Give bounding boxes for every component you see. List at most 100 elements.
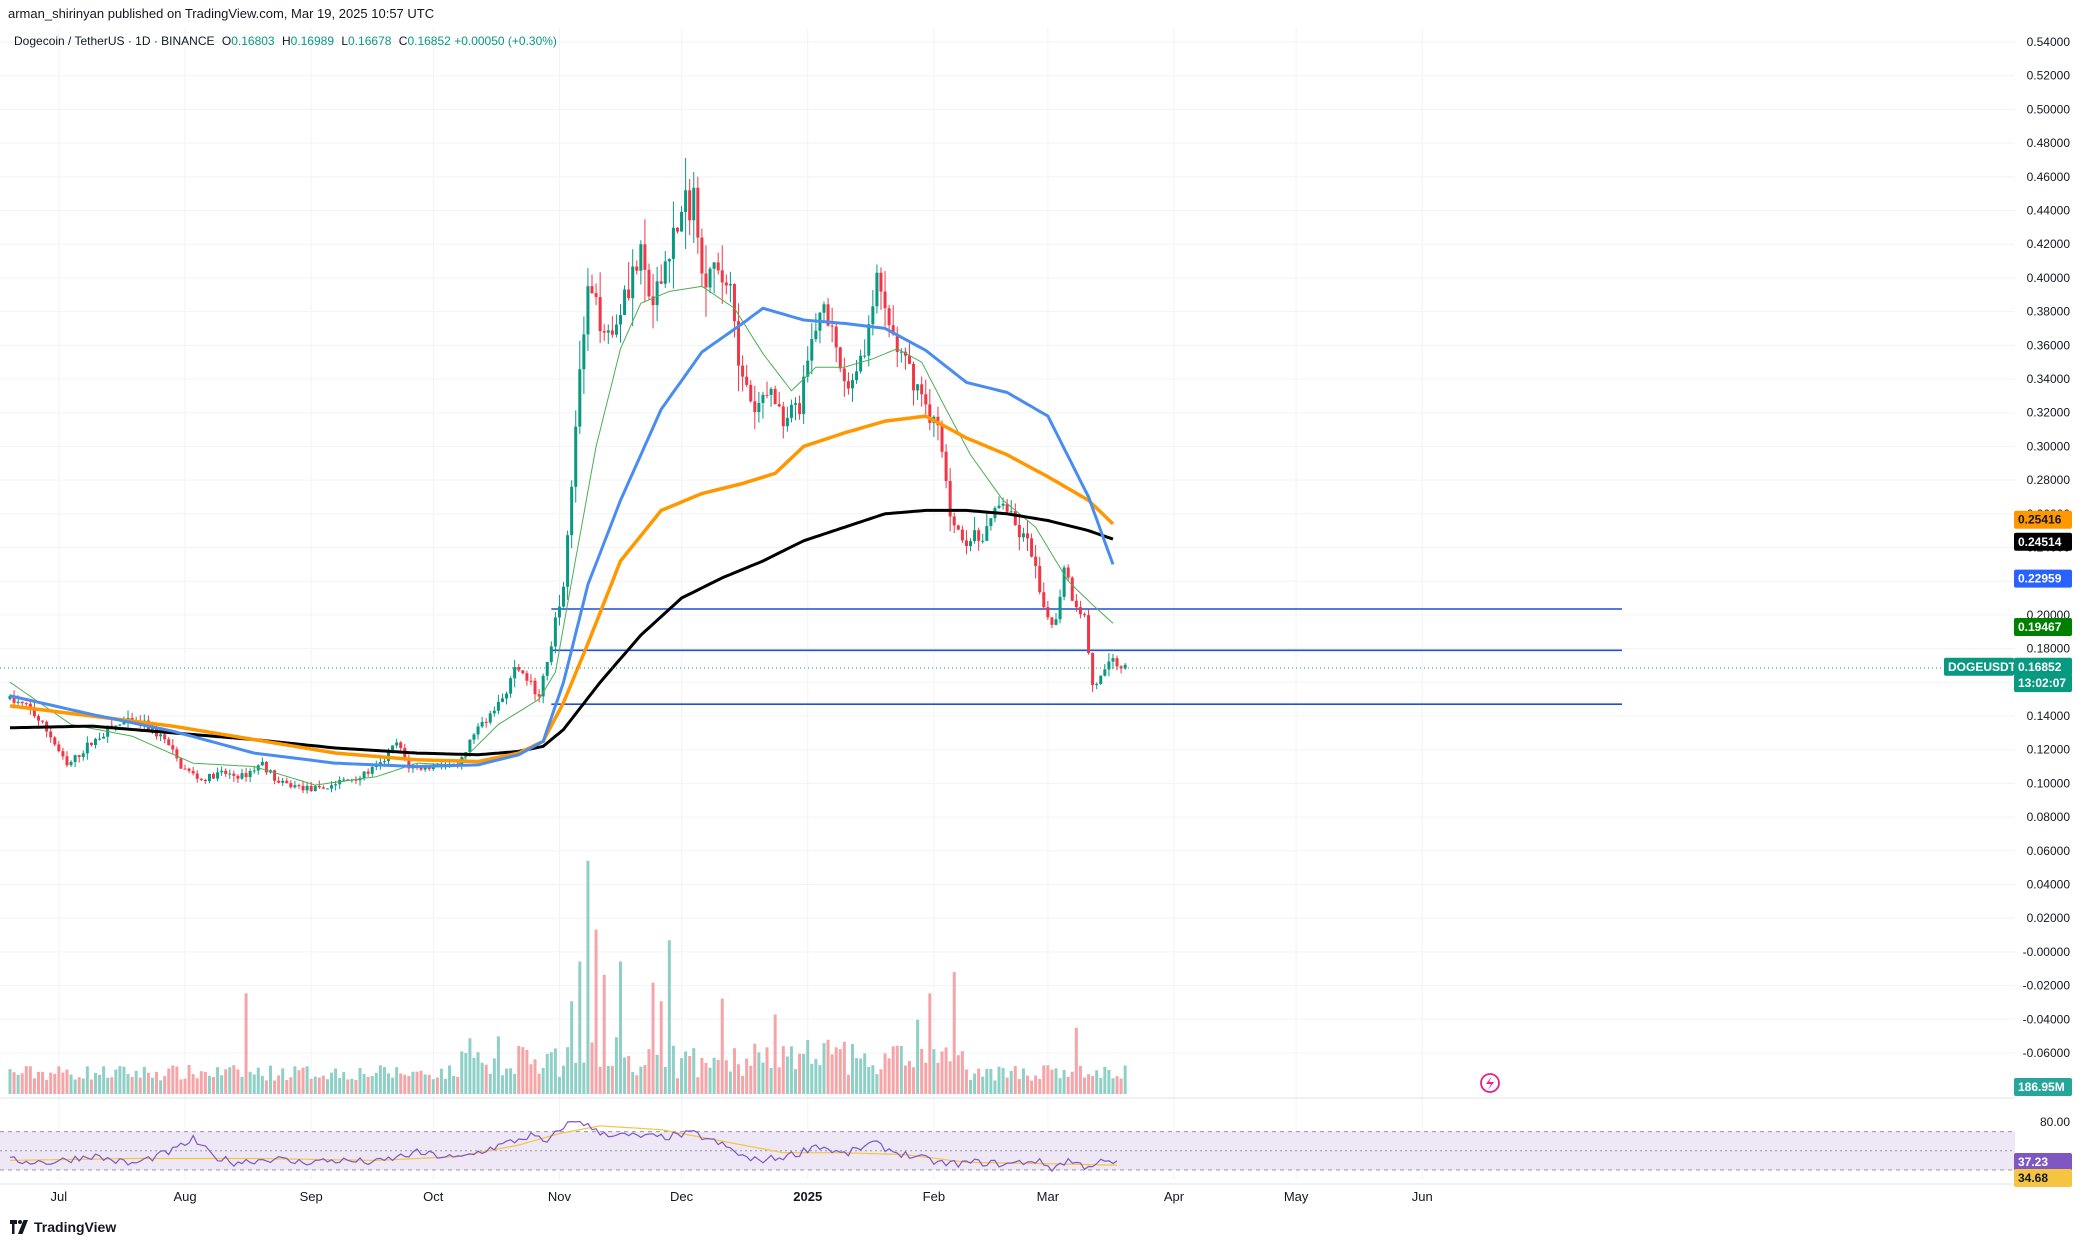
candle-body-221 xyxy=(907,355,911,364)
grid-lines xyxy=(0,28,2015,1185)
volume-bar-0 xyxy=(8,1069,12,1094)
volume-bar-201 xyxy=(826,1039,830,1094)
candle-body-207 xyxy=(850,380,854,389)
candle-body-193 xyxy=(794,403,798,405)
candle-body-184 xyxy=(757,402,761,412)
volume-bar-156 xyxy=(643,1065,647,1094)
candle-body-229 xyxy=(940,425,944,452)
volume-bar-1 xyxy=(12,1072,16,1094)
candle-body-73 xyxy=(305,785,309,791)
volume-bar-115 xyxy=(476,1052,480,1094)
volume-bar-131 xyxy=(541,1068,545,1094)
volume-bar-254 xyxy=(1042,1065,1046,1094)
candle-body-74 xyxy=(309,785,313,792)
volume-bar-39 xyxy=(167,1068,171,1094)
volume-bar-67 xyxy=(281,1068,285,1094)
badge-ma-blue-bg xyxy=(2014,569,2072,588)
volume-bar-116 xyxy=(480,1062,484,1094)
volume-bar-261 xyxy=(1070,1071,1074,1094)
volume-bar-273 xyxy=(1119,1078,1123,1094)
candle-body-123 xyxy=(509,678,513,694)
badge-ma-black-bg xyxy=(2014,532,2072,551)
candle-body-142 xyxy=(586,286,590,335)
candle-body-101 xyxy=(419,766,423,770)
volume-bar-179 xyxy=(737,1064,741,1094)
candle-body-7 xyxy=(36,716,40,721)
volume-bar-60 xyxy=(252,1074,256,1094)
candle-body-166 xyxy=(684,190,688,212)
candle-body-2 xyxy=(16,701,20,703)
candle-body-188 xyxy=(773,388,777,405)
candle-body-169 xyxy=(696,187,700,238)
volume-bar-33 xyxy=(142,1066,146,1094)
volume-bar-243 xyxy=(997,1066,1001,1094)
volume-bar-137 xyxy=(566,1047,570,1094)
volume-bar-94 xyxy=(391,1077,395,1094)
volume-bar-146 xyxy=(602,974,606,1094)
volume-bar-20 xyxy=(89,1079,93,1094)
volume-bar-234 xyxy=(960,1051,964,1094)
volume-bar-54 xyxy=(228,1067,232,1094)
volume-bar-186 xyxy=(765,1047,769,1094)
volume-bar-22 xyxy=(98,1074,102,1094)
volume-bar-46 xyxy=(195,1078,199,1094)
candle-body-150 xyxy=(619,315,622,325)
candle-body-179 xyxy=(737,321,741,366)
tradingview-footer[interactable]: TradingView xyxy=(10,1219,116,1235)
candle-body-137 xyxy=(566,535,570,587)
alert-icon[interactable] xyxy=(1480,1073,1500,1093)
candle-body-102 xyxy=(423,767,427,770)
candle-body-164 xyxy=(675,227,679,232)
volume-bar-259 xyxy=(1062,1069,1066,1094)
volume-bar-66 xyxy=(277,1075,281,1094)
candle-body-208 xyxy=(855,371,859,381)
high-value: 0.16989 xyxy=(290,34,335,48)
volume-bar-28 xyxy=(122,1066,126,1094)
alert-icon-ring xyxy=(1480,1073,1500,1093)
candle-body-103 xyxy=(427,767,431,770)
volume-bar-159 xyxy=(655,1054,659,1094)
volume-bar-233 xyxy=(956,1055,960,1094)
volume-bar-64 xyxy=(268,1065,272,1094)
candle-body-28 xyxy=(122,721,126,725)
volume-bar-242 xyxy=(993,1080,997,1094)
candle-body-264 xyxy=(1082,614,1086,616)
candle-body-181 xyxy=(745,376,749,385)
candle-body-94 xyxy=(391,745,395,752)
candle-body-58 xyxy=(244,773,248,778)
volume-bar-19 xyxy=(85,1066,89,1094)
volume-bar-225 xyxy=(924,1062,928,1094)
volume-bar-145 xyxy=(598,1066,602,1094)
volume-bar-220 xyxy=(903,1065,907,1094)
candlestick-series xyxy=(8,158,1127,794)
volume-bar-170 xyxy=(700,1057,704,1094)
candle-body-155 xyxy=(639,244,643,271)
volume-bar-76 xyxy=(317,1077,321,1094)
candle-body-192 xyxy=(789,404,793,418)
time-axis[interactable]: Jul Aug Sep Oct Nov Dec 2025 Feb Mar Apr May Jun xyxy=(51,1189,1433,1204)
symbol-legend[interactable]: Dogecoin / TetherUS · 1D · BINANCE O0.16… xyxy=(14,34,557,48)
volume-bar-96 xyxy=(399,1073,403,1094)
candle-body-18 xyxy=(81,753,85,757)
volume-bar-257 xyxy=(1054,1068,1058,1094)
badge-rsi-ma-bg xyxy=(2014,1169,2072,1187)
candle-body-91 xyxy=(378,762,382,765)
candle-body-46 xyxy=(195,773,199,779)
volume-bar-114 xyxy=(472,1057,476,1094)
time-tick-0: Jul xyxy=(51,1189,68,1204)
rsi-ma-line xyxy=(9,1125,1118,1166)
candle-body-185 xyxy=(761,394,765,403)
candle-body-72 xyxy=(301,785,305,791)
volume-bar-34 xyxy=(146,1072,150,1094)
candle-body-266 xyxy=(1091,653,1095,686)
support-resistance-lines xyxy=(551,608,1622,706)
volume-bar-163 xyxy=(671,1045,675,1094)
volume-bar-123 xyxy=(509,1068,513,1094)
volume-bar-127 xyxy=(525,1049,529,1094)
candle-body-53 xyxy=(224,770,228,774)
badge-ma-orange: 0.25416 xyxy=(2018,513,2062,527)
candle-body-1 xyxy=(12,695,16,703)
volume-bar-245 xyxy=(1005,1077,1009,1094)
candle-body-143 xyxy=(590,286,594,294)
